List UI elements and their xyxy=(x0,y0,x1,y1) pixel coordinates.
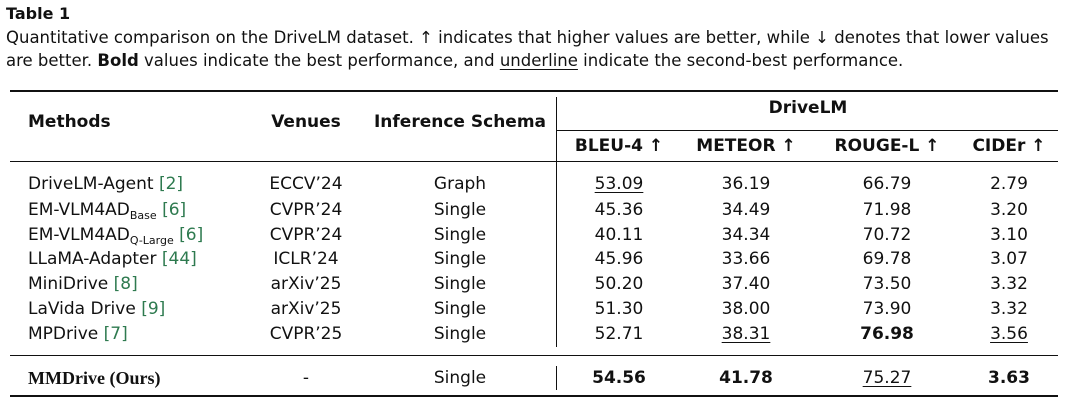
method-subscript: Base xyxy=(129,209,157,222)
score-cell: 3.10 xyxy=(990,225,1028,245)
schema-cell: Single xyxy=(433,225,487,245)
score-cell: 3.56 xyxy=(990,324,1028,344)
method-name: LLaMA-Adapter xyxy=(28,249,157,269)
score-cell: 51.30 xyxy=(594,299,644,319)
score-cell: 45.96 xyxy=(594,249,644,269)
group-rule xyxy=(557,130,1058,131)
score-cell: 38.31 xyxy=(721,324,771,344)
col-separator xyxy=(556,97,557,347)
score-cell: 53.09 xyxy=(594,174,644,194)
mid-rule xyxy=(10,355,1058,356)
score-cell: 52.71 xyxy=(594,324,644,344)
score-cell: 3.32 xyxy=(990,274,1028,294)
method-cell: LLaMA-Adapter [44] xyxy=(28,248,197,270)
citation: [6] xyxy=(179,225,204,245)
venue-cell: arXiv’25 xyxy=(270,299,342,319)
score-cell: 38.00 xyxy=(721,299,771,319)
score-cell: 76.98 xyxy=(860,324,914,344)
schema-cell: Single xyxy=(433,368,487,388)
method-name: DriveLM-Agent xyxy=(28,174,154,194)
score-cell: 66.79 xyxy=(862,174,912,194)
method-cell: EM-VLM4ADQ-Large [6] xyxy=(28,224,203,246)
score-cell: 3.63 xyxy=(988,368,1030,388)
bottom-rule xyxy=(10,395,1058,397)
caption-part: values indicate the best performance, an… xyxy=(138,51,500,70)
score-cell: 3.20 xyxy=(990,200,1028,220)
method-cell: MPDrive [7] xyxy=(28,323,128,345)
caption: Quantitative comparison on the DriveLM d… xyxy=(6,26,1076,72)
venue-cell: CVPR’25 xyxy=(269,324,343,344)
score-cell: 40.11 xyxy=(594,225,644,245)
caption-part: indicate the second-best performance. xyxy=(577,51,904,70)
citation: [9] xyxy=(141,299,166,319)
header-cell: DriveLM xyxy=(768,98,848,118)
venue-cell: ICLR’24 xyxy=(273,249,339,269)
method-name: EM-VLM4AD xyxy=(28,200,130,220)
method-name: MiniDrive xyxy=(28,274,109,294)
header-cell: BLEU-4 ↑ xyxy=(574,136,664,156)
score-cell: 34.49 xyxy=(721,200,771,220)
header-cell: Methods xyxy=(28,112,111,132)
header-cell: ROUGE-L ↑ xyxy=(834,136,940,156)
score-cell: 71.98 xyxy=(862,200,912,220)
method-name: LaVida Drive xyxy=(28,299,136,319)
method-cell: MiniDrive [8] xyxy=(28,273,138,295)
citation: [2] xyxy=(158,174,184,194)
score-cell: 2.79 xyxy=(990,174,1028,194)
method-cell: LaVida Drive [9] xyxy=(28,298,165,320)
schema-cell: Single xyxy=(433,200,487,220)
score-cell: 54.56 xyxy=(592,368,646,388)
col-separator xyxy=(556,366,557,390)
caption-part: underline xyxy=(499,51,578,70)
schema-cell: Single xyxy=(433,249,487,269)
score-cell: 73.50 xyxy=(862,274,912,294)
venue-cell: - xyxy=(302,368,310,388)
caption-part: Bold xyxy=(97,51,139,70)
score-cell: 50.20 xyxy=(594,274,644,294)
method-name: EM-VLM4AD xyxy=(28,225,130,245)
score-cell: 36.19 xyxy=(721,174,771,194)
score-cell: 69.78 xyxy=(862,249,912,269)
score-cell: 41.78 xyxy=(719,368,773,388)
score-cell: 3.32 xyxy=(990,299,1028,319)
score-cell: 34.34 xyxy=(721,225,771,245)
venue-cell: CVPR’24 xyxy=(269,200,343,220)
schema-cell: Single xyxy=(433,324,487,344)
top-rule xyxy=(10,90,1058,92)
score-cell: 3.07 xyxy=(990,249,1028,269)
header-cell: CIDEr ↑ xyxy=(972,136,1046,156)
schema-cell: Single xyxy=(433,299,487,319)
header-cell: Venues xyxy=(271,112,341,132)
score-cell: 73.90 xyxy=(862,299,912,319)
citation: [7] xyxy=(103,324,128,344)
method-name: MMDrive (Ours) xyxy=(28,368,161,388)
table-title: Table 1 xyxy=(6,4,71,23)
venue-cell: arXiv’25 xyxy=(270,274,342,294)
header-cell: METEOR ↑ xyxy=(696,136,796,156)
score-cell: 45.36 xyxy=(594,200,644,220)
citation: [6] xyxy=(162,200,187,220)
score-cell: 70.72 xyxy=(862,225,912,245)
citation: [8] xyxy=(113,274,138,294)
score-cell: 37.40 xyxy=(721,274,771,294)
schema-cell: Graph xyxy=(433,174,487,194)
venue-cell: CVPR’24 xyxy=(269,225,343,245)
method-subscript: Q-Large xyxy=(129,234,174,247)
citation: [44] xyxy=(161,249,197,269)
score-cell: 75.27 xyxy=(862,368,912,388)
header-cell: Inference Schema xyxy=(373,112,547,132)
method-cell: EM-VLM4ADBase [6] xyxy=(28,199,186,221)
method-cell: MMDrive (Ours) xyxy=(28,367,160,389)
score-cell: 33.66 xyxy=(721,249,771,269)
method-name: MPDrive xyxy=(28,324,99,344)
header-rule xyxy=(10,161,1058,162)
method-cell: DriveLM-Agent [2] xyxy=(28,173,183,195)
schema-cell: Single xyxy=(433,274,487,294)
venue-cell: ECCV’24 xyxy=(269,174,343,194)
caption-part: Quantitative comparison on the DriveLM d… xyxy=(6,28,1049,70)
